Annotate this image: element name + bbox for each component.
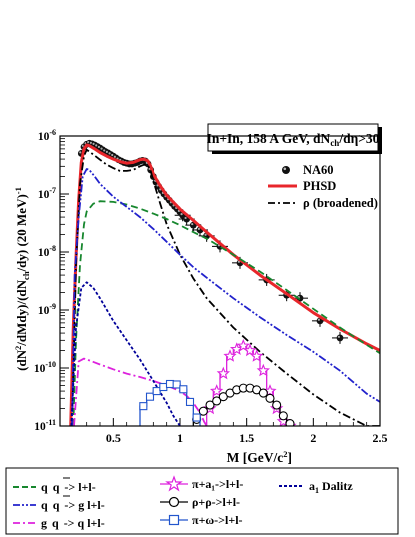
series-1-line: [69, 143, 380, 426]
x-tick-label: 0.5: [106, 431, 121, 445]
legend-rho-label: ρ (broadened): [303, 196, 378, 210]
legend-na60-label: NA60: [303, 163, 334, 177]
series-7-marker: [216, 366, 231, 380]
na60-point-highlight: [317, 318, 320, 321]
na60-point-highlight: [95, 144, 98, 147]
series-8-marker: [272, 400, 282, 410]
series-8-marker: [198, 406, 208, 416]
x-tick-label: 1: [177, 431, 183, 445]
legend-gq-label: g q -> q l+l-: [41, 516, 105, 530]
y-tick-label: 10-7: [38, 186, 56, 201]
y-tick-label: 10-8: [38, 244, 56, 259]
series-8-marker: [212, 396, 222, 406]
series-9-marker: [139, 402, 148, 411]
legend-outer: q q -> l+l- q q -> g l+l- g q -> q l+l- π+a₁->…: [5, 467, 399, 535]
series-2-line: [71, 148, 380, 426]
x-tick-label: 2: [310, 431, 316, 445]
y-tick-label: 10-9: [38, 302, 56, 317]
series-6-line: [70, 281, 181, 426]
y-tick-label: 10-11: [34, 418, 56, 433]
x-tick-label: 2.5: [373, 431, 388, 445]
series-8-marker: [205, 400, 215, 410]
chart-title: In+In, 158 A GeV, dNch/dη>30: [207, 131, 380, 148]
legend-qqbarg-label: q q -> g l+l-: [41, 498, 105, 512]
legend-qqbar-label: q q -> l+l-: [41, 480, 96, 494]
na60-point-highlight: [337, 335, 340, 338]
y-tick-label: 10-10: [34, 360, 56, 375]
na60-point-highlight: [113, 155, 116, 158]
na60-point-highlight: [89, 141, 92, 144]
na60-point-highlight: [100, 147, 103, 150]
legend-rhorho-label: ρ+ρ->l+l-: [192, 495, 240, 509]
series-8-marker: [278, 411, 288, 421]
legend-phsd-label: PHSD: [303, 179, 336, 193]
series-9-marker: [179, 385, 188, 394]
na60-point-highlight: [180, 213, 183, 216]
series-9-marker: [192, 413, 201, 422]
legend-pia1-label: π+a₁->l+l-: [192, 477, 243, 491]
series-7-marker: [236, 338, 251, 352]
series-9-marker: [172, 380, 181, 389]
na60-point-highlight: [204, 233, 207, 236]
na60-point-highlight: [92, 142, 95, 145]
series-layer: [69, 139, 380, 426]
series-7-marker: [209, 384, 224, 397]
legend-inner: NA60 PHSD ρ (broadened): [268, 163, 378, 210]
na60-point-highlight: [97, 145, 100, 149]
legend-na60-marker: [282, 166, 290, 174]
series-9-marker: [145, 392, 155, 401]
na60-point-highlight: [108, 152, 111, 155]
legend-a1dalitz-label: a1 Dalitz: [309, 479, 353, 495]
series-7-marker: [249, 349, 264, 362]
series-9-marker: [159, 382, 168, 392]
series-8-marker: [265, 393, 275, 403]
legend-pia1-star-icon: [165, 475, 183, 492]
axes: 0.5 1 1.5 2 2.5 10-11 10-10 10-9 10-8 10-7 10-6: [34, 128, 388, 445]
na60-point-highlight: [191, 222, 194, 226]
series-7-marker: [256, 363, 271, 377]
legend-piomega-square-icon: [168, 514, 180, 526]
series-8-marker: [285, 419, 295, 426]
na60-point-highlight: [197, 227, 200, 230]
na60-point-highlight: [79, 151, 82, 154]
legend-rhorho-circle-icon: [168, 496, 180, 508]
series-7-marker: [243, 343, 257, 357]
legend-piomega-label: π+ω->l+l-: [192, 513, 243, 527]
series-8-marker: [258, 388, 268, 398]
x-tick-label: 1.5: [239, 431, 254, 445]
series-7-marker: [223, 349, 237, 362]
na60-point-highlight: [105, 150, 108, 153]
series-7-marker: [263, 384, 277, 397]
y-axis-label: (dN2/dMdy)/(dNch/dy) (20 MeV)-1: [13, 187, 31, 371]
na60-point-highlight: [111, 153, 114, 157]
na60-point-highlight: [87, 141, 90, 144]
x-axis-label: M [GeV/c2]: [227, 449, 292, 465]
y-tick-label: 10-6: [38, 128, 56, 143]
na60-point-highlight: [103, 149, 106, 152]
series-5-line: [73, 357, 208, 426]
plot-frame: [59, 135, 381, 427]
title-box: In+In, 158 A GeV, dNch/dη>30: [207, 123, 382, 154]
series-9-marker: [152, 387, 161, 396]
series-4-line: [71, 168, 380, 426]
na60-point: [336, 334, 344, 342]
series-9-marker: [185, 397, 195, 406]
na60-point-highlight: [184, 216, 187, 220]
series-9-marker: [165, 379, 175, 389]
